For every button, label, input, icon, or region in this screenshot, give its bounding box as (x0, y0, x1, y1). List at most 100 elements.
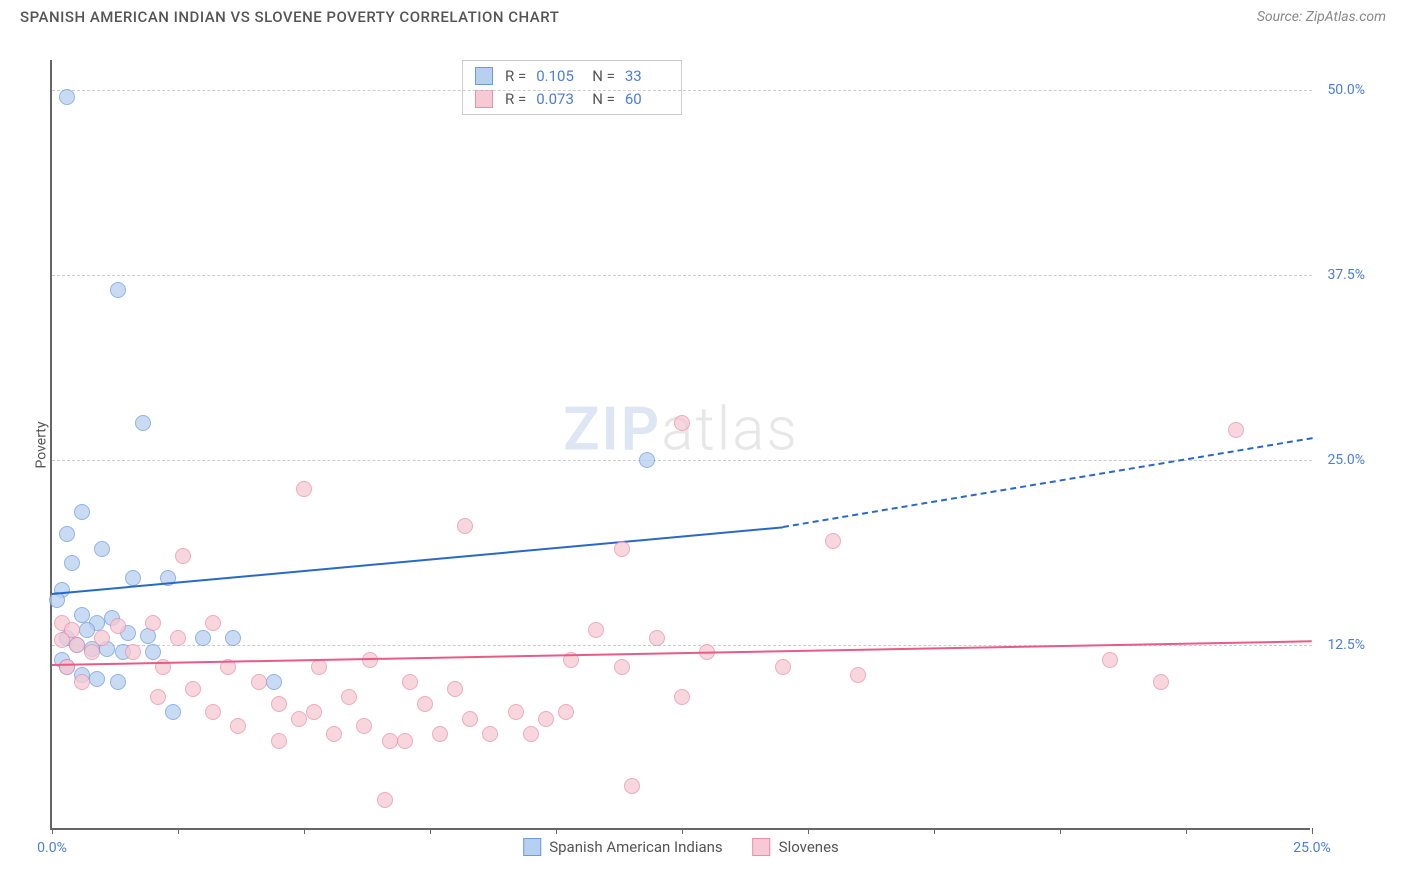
data-point (614, 659, 630, 675)
data-point (649, 630, 665, 646)
chart-title: SPANISH AMERICAN INDIAN VS SLOVENE POVER… (20, 8, 559, 26)
data-point (59, 526, 75, 542)
x-tick (1312, 828, 1313, 834)
data-point (165, 704, 181, 720)
data-point (326, 726, 342, 742)
legend-label: Slovenes (779, 838, 839, 856)
data-point (538, 711, 554, 727)
data-point (74, 674, 90, 690)
data-point (185, 681, 201, 697)
data-point (1228, 422, 1244, 438)
data-point (523, 726, 539, 742)
x-tick-label: 0.0% (37, 840, 67, 856)
data-point (271, 696, 287, 712)
y-tick-label: 37.5% (1327, 267, 1365, 283)
data-point (79, 622, 95, 638)
stat-r-value: 0.073 (536, 88, 580, 111)
data-point (266, 674, 282, 690)
data-point (508, 704, 524, 720)
data-point (94, 630, 110, 646)
data-point (125, 644, 141, 660)
legend-item: Spanish American Indians (523, 838, 722, 856)
series-legend: Spanish American Indians Slovenes (523, 838, 839, 856)
chart-source: Source: ZipAtlas.com (1257, 9, 1386, 25)
data-point (775, 659, 791, 675)
data-point (639, 452, 655, 468)
x-tick (1060, 828, 1061, 834)
data-point (225, 630, 241, 646)
data-point (558, 704, 574, 720)
correlation-stats-box: R = 0.105 N = 33 R = 0.073 N = 60 (462, 60, 682, 115)
stat-n-label: N = (592, 88, 615, 111)
data-point (417, 696, 433, 712)
data-point (614, 541, 630, 557)
x-tick (430, 828, 431, 834)
data-point (205, 704, 221, 720)
data-point (145, 615, 161, 631)
y-axis-label: Poverty (34, 421, 50, 468)
series-swatch (475, 67, 493, 85)
x-tick (682, 828, 683, 834)
data-point (306, 704, 322, 720)
data-point (205, 615, 221, 631)
x-tick (178, 828, 179, 834)
data-point (377, 792, 393, 808)
stat-r-label: R = (505, 88, 526, 111)
data-point (1102, 652, 1118, 668)
stat-r-value: 0.105 (536, 65, 580, 88)
data-point (271, 733, 287, 749)
data-point (89, 671, 105, 687)
data-point (175, 548, 191, 564)
data-point (311, 659, 327, 675)
stats-row: R = 0.073 N = 60 (475, 88, 669, 111)
y-tick-label: 12.5% (1327, 637, 1365, 653)
data-point (482, 726, 498, 742)
data-point (402, 674, 418, 690)
data-point (59, 89, 75, 105)
x-tick (52, 828, 53, 834)
data-point (850, 667, 866, 683)
stat-n-value: 33 (625, 65, 669, 88)
data-point (825, 533, 841, 549)
data-point (588, 622, 604, 638)
x-tick (304, 828, 305, 834)
data-point (382, 733, 398, 749)
data-point (69, 637, 85, 653)
chart-area: ZIPatlas R =0.105N =33R =0.073N =60 Span… (50, 60, 1370, 830)
gridline (52, 90, 1312, 91)
x-tick (808, 828, 809, 834)
data-point (110, 282, 126, 298)
gridline (52, 460, 1312, 461)
data-point (84, 644, 100, 660)
data-point (341, 689, 357, 705)
data-point (110, 618, 126, 634)
data-point (397, 733, 413, 749)
data-point (1153, 674, 1169, 690)
x-tick (934, 828, 935, 834)
stat-r-label: R = (505, 65, 526, 88)
data-point (150, 689, 166, 705)
y-tick-label: 50.0% (1327, 82, 1365, 98)
gridline (52, 275, 1312, 276)
chart-header: SPANISH AMERICAN INDIAN VS SLOVENE POVER… (0, 0, 1406, 34)
x-tick (556, 828, 557, 834)
x-tick (1186, 828, 1187, 834)
data-point (64, 555, 80, 571)
data-point (94, 541, 110, 557)
series-swatch (475, 90, 493, 108)
stats-row: R = 0.105 N = 33 (475, 65, 669, 88)
data-point (74, 607, 90, 623)
data-point (135, 415, 151, 431)
trend-line (52, 526, 783, 595)
data-point (674, 689, 690, 705)
stat-n-label: N = (592, 65, 615, 88)
x-tick-label: 25.0% (1293, 840, 1331, 856)
data-point (674, 415, 690, 431)
legend-swatch (753, 838, 771, 856)
data-point (462, 711, 478, 727)
data-point (291, 711, 307, 727)
legend-swatch (523, 838, 541, 856)
stat-n-value: 60 (625, 88, 669, 111)
data-point (125, 570, 141, 586)
data-point (251, 674, 267, 690)
